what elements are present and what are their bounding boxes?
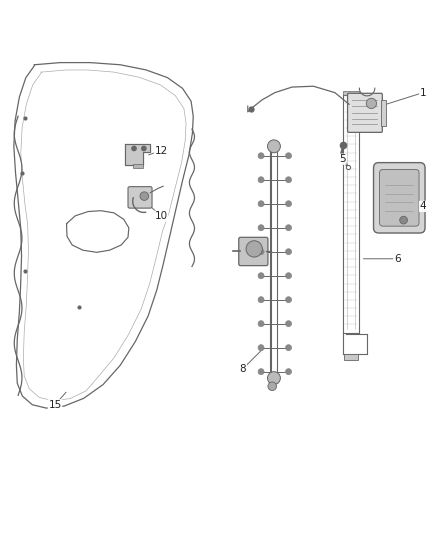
Circle shape — [286, 153, 292, 159]
Circle shape — [268, 372, 280, 384]
Circle shape — [286, 249, 292, 255]
Circle shape — [286, 201, 292, 207]
FancyBboxPatch shape — [380, 169, 419, 226]
Circle shape — [140, 192, 148, 200]
Text: 1: 1 — [420, 87, 426, 98]
Circle shape — [258, 297, 264, 303]
Bar — [133, 164, 143, 168]
Text: 15: 15 — [49, 400, 62, 410]
Circle shape — [258, 249, 264, 255]
Circle shape — [258, 153, 264, 159]
Bar — [381, 100, 386, 126]
Circle shape — [142, 147, 146, 151]
Circle shape — [246, 241, 262, 257]
Circle shape — [366, 98, 377, 109]
Text: 4: 4 — [420, 201, 426, 212]
Circle shape — [286, 321, 292, 327]
Text: 8: 8 — [240, 364, 246, 374]
Text: 6: 6 — [394, 254, 400, 264]
Circle shape — [132, 147, 136, 151]
Circle shape — [258, 321, 264, 327]
FancyBboxPatch shape — [128, 187, 152, 208]
Text: 5: 5 — [339, 154, 346, 164]
Circle shape — [400, 216, 407, 224]
Circle shape — [286, 225, 292, 231]
Bar — [343, 91, 358, 95]
Circle shape — [286, 177, 292, 183]
FancyBboxPatch shape — [374, 163, 425, 233]
Polygon shape — [125, 144, 150, 165]
Circle shape — [258, 369, 264, 375]
Circle shape — [268, 140, 280, 153]
Circle shape — [258, 201, 264, 207]
Circle shape — [258, 177, 264, 183]
Circle shape — [258, 345, 264, 351]
Circle shape — [258, 225, 264, 231]
FancyBboxPatch shape — [239, 237, 268, 265]
Circle shape — [258, 273, 264, 279]
Circle shape — [286, 273, 292, 279]
Circle shape — [268, 382, 276, 391]
Text: 12: 12 — [155, 146, 168, 156]
Circle shape — [286, 345, 292, 351]
Circle shape — [286, 369, 292, 375]
FancyBboxPatch shape — [348, 93, 382, 132]
Circle shape — [286, 297, 292, 303]
Text: 10: 10 — [155, 211, 168, 221]
Bar — [344, 354, 358, 360]
